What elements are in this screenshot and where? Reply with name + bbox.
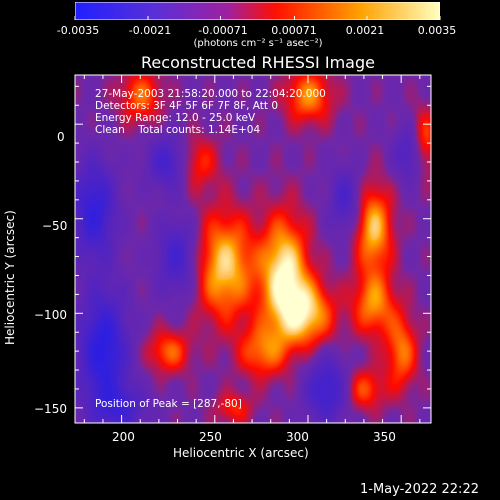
- x-tick-label-250: 250: [199, 430, 222, 444]
- plot-frame: [74, 74, 432, 424]
- chart-title: Reconstructed RHESSI Image: [141, 53, 375, 72]
- overlay-detectors: Detectors: 3F 4F 5F 6F 7F 8F, Att 0: [95, 100, 279, 112]
- colorbar: [75, 2, 440, 20]
- colorbar-units: (photons cm⁻² s⁻¹ asec⁻²): [193, 38, 323, 49]
- x-axis-label: Heliocentric X (arcsec): [173, 446, 309, 460]
- heatmap-image: [75, 75, 431, 423]
- y-tick-label-0: 0: [57, 130, 65, 144]
- overlay-energy-range: Energy Range: 12.0 - 25.0 keV: [95, 112, 256, 124]
- y-axis-label: Heliocentric Y (arcsec): [3, 210, 17, 345]
- overlay-peak-position: Position of Peak = [287,-80]: [95, 398, 242, 410]
- colorbar-tick-label-4: 0.0021: [345, 24, 385, 37]
- x-tick-label-300: 300: [286, 430, 309, 444]
- colorbar-gradient: [75, 2, 440, 20]
- colorbar-ticks: [74, 16, 441, 20]
- y-tick-label-minus100: −100: [34, 308, 67, 322]
- overlay-counts: Clean Total counts: 1.14E+04: [95, 124, 261, 136]
- overlay-time-range: 27-May-2003 21:58:20.000 to 22:04:20.000: [95, 88, 326, 100]
- footer-timestamp: 1-May-2022 22:22: [360, 482, 479, 497]
- colorbar-tick-label-1: -0.0021: [128, 24, 172, 37]
- colorbar-tick-label-0: -0.0035: [56, 24, 100, 37]
- colorbar-tick-label-3: 0.00071: [271, 24, 317, 37]
- y-tick-label-minus50: −50: [42, 219, 68, 233]
- y-tick-label-minus150: −150: [34, 402, 67, 416]
- colorbar-tick-label-5: 0.0035: [417, 24, 457, 37]
- x-tick-label-350: 350: [373, 430, 396, 444]
- x-tick-label-200: 200: [112, 430, 135, 444]
- colorbar-tick-label-2: -0.00071: [198, 24, 248, 37]
